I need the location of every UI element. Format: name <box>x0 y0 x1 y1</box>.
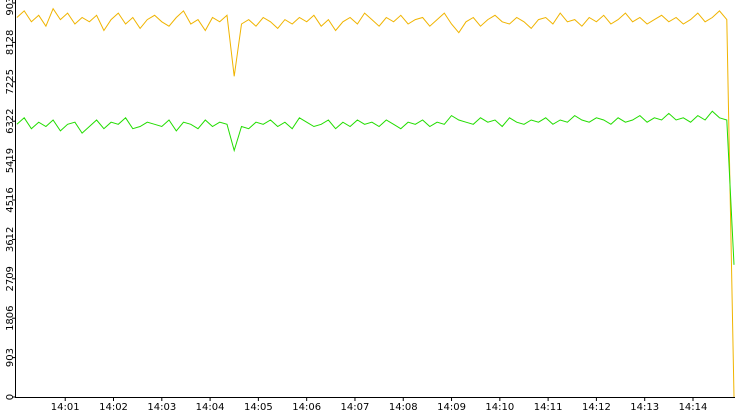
series-line <box>16 110 735 265</box>
x-tick-label: 14:08 <box>389 402 418 413</box>
x-tick-label: 14:04 <box>196 402 225 413</box>
x-tick-label: 14:06 <box>292 402 321 413</box>
y-tick-label: 6322 <box>5 108 16 133</box>
y-tick-label: 5419 <box>5 148 16 173</box>
y-tick-label: 4516 <box>5 187 16 212</box>
y-tick-label: 9032 <box>5 0 16 16</box>
y-tick-label: 1806 <box>5 305 16 330</box>
x-tick-label: 14:03 <box>147 402 176 413</box>
y-tick-label: 903 <box>5 348 16 367</box>
x-tick-label: 14:02 <box>99 402 128 413</box>
x-tick-label: 14:05 <box>244 402 273 413</box>
x-tick-label: 14:12 <box>582 402 611 413</box>
y-tick-label: 0 <box>5 394 16 400</box>
x-tick-label: 14:10 <box>485 402 514 413</box>
y-tick-label: 7225 <box>5 69 16 94</box>
x-tick-label: 14:13 <box>630 402 659 413</box>
y-tick-label: 3612 <box>5 227 16 252</box>
y-tick-label: 2709 <box>5 266 16 291</box>
x-tick-label: 14:11 <box>534 402 563 413</box>
x-tick-label: 14:14 <box>679 402 708 413</box>
x-tick-label: 14:09 <box>437 402 466 413</box>
x-tick-label: 14:01 <box>51 402 80 413</box>
x-tick-label: 14:07 <box>341 402 370 413</box>
series-line <box>16 7 735 398</box>
y-tick-label: 8128 <box>5 30 16 55</box>
